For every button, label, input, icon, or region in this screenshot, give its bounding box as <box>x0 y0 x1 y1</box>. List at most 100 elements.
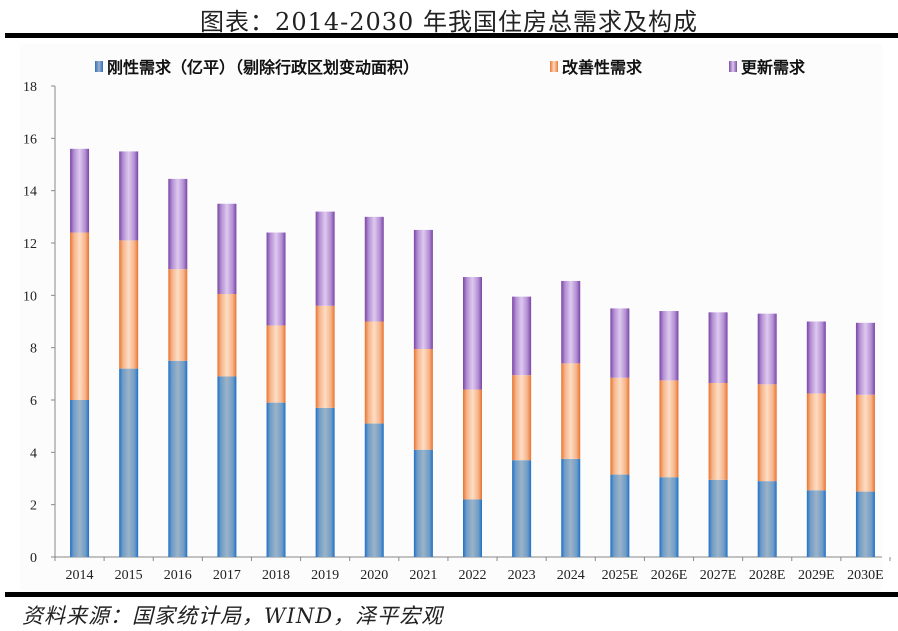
x-tick-label: 2029E <box>798 568 835 583</box>
x-tick-label: 2023 <box>508 568 536 583</box>
x-tick-label: 2024 <box>557 568 585 583</box>
legend-swatch-rigid <box>95 60 103 72</box>
x-tick-label: 2030E <box>847 568 884 583</box>
bar-segment-improve <box>70 232 90 400</box>
bar-stack <box>806 321 826 557</box>
bar-segment-improve <box>561 363 581 459</box>
x-tick-label: 2016 <box>164 568 192 583</box>
bar-segment-rigid <box>364 423 384 557</box>
bar-segment-rigid <box>855 491 875 557</box>
bar-segment-rigid <box>757 481 777 557</box>
x-tick-label: 2026E <box>651 568 688 583</box>
bar-stack <box>217 203 237 557</box>
bar-segment-improve <box>708 382 728 480</box>
y-tick-label: 10 <box>23 289 37 304</box>
bar-segment-renew <box>561 280 581 364</box>
bar-segment-improve <box>413 348 433 450</box>
bar-segment-rigid <box>708 479 728 557</box>
bar-segment-renew <box>70 148 90 233</box>
legend-swatch-improve <box>550 60 558 72</box>
bar-segment-renew <box>757 313 777 385</box>
x-tick-label: 2020 <box>360 568 388 583</box>
bars <box>70 148 875 557</box>
bar-segment-renew <box>266 232 286 326</box>
bar-stack <box>561 280 581 557</box>
bar-stack <box>855 322 875 557</box>
x-tick-label: 2028E <box>749 568 786 583</box>
bar-segment-improve <box>168 269 188 361</box>
bar-segment-rigid <box>561 458 581 557</box>
legend-label-improve: 改善性需求 <box>562 58 643 77</box>
bar-stack <box>512 296 532 557</box>
bar-segment-renew <box>315 211 335 306</box>
x-tick-label: 2014 <box>66 568 94 583</box>
x-tick-label: 2027E <box>700 568 737 583</box>
bar-segment-renew <box>463 277 482 390</box>
y-tick-label: 16 <box>23 132 37 147</box>
x-tick-label: 2022 <box>459 568 487 583</box>
bar-segment-renew <box>855 322 875 395</box>
bar-segment-improve <box>855 394 875 492</box>
y-tick-label: 0 <box>30 551 37 566</box>
bar-segment-rigid <box>70 400 90 557</box>
bar-stack <box>266 232 286 557</box>
bar-segment-rigid <box>610 474 630 557</box>
bar-segment-renew <box>708 312 728 383</box>
bar-segment-rigid <box>659 477 679 557</box>
chart-panel <box>20 44 882 590</box>
y-tick-label: 8 <box>30 342 37 357</box>
bar-segment-improve <box>806 393 826 491</box>
bar-segment-improve <box>315 305 335 408</box>
x-tick-label: 2021 <box>409 568 437 583</box>
legend-item-improve: 改善性需求 <box>550 55 642 77</box>
bar-segment-rigid <box>119 368 139 557</box>
source-note: 资料来源：国家统计局，WIND，泽平宏观 <box>22 604 444 628</box>
y-tick-label: 18 <box>23 80 37 95</box>
x-tick-label: 2018 <box>262 568 290 583</box>
bar-stack <box>315 211 335 557</box>
bar-stack <box>463 277 482 557</box>
legend-label-rigid: 刚性需求（亿平）（剔除行政区划变动面积） <box>107 58 420 77</box>
legend-item-rigid: 刚性需求（亿平）（剔除行政区划变动面积） <box>95 55 419 77</box>
x-tick-label: 2015 <box>115 568 143 583</box>
bar-segment-improve <box>512 375 532 461</box>
bar-segment-improve <box>364 321 384 424</box>
y-tick-label: 4 <box>30 446 37 461</box>
bar-segment-renew <box>364 216 384 322</box>
bar-segment-improve <box>266 325 286 403</box>
x-tick-label: 2025E <box>602 568 639 583</box>
bar-segment-rigid <box>266 402 286 557</box>
bar-segment-renew <box>168 178 188 270</box>
bar-segment-renew <box>659 311 679 381</box>
bar-segment-improve <box>217 294 237 377</box>
legend-swatch-renew <box>729 60 737 72</box>
bar-segment-renew <box>512 296 532 376</box>
bar-segment-renew <box>413 229 433 349</box>
bar-segment-rigid <box>217 376 237 557</box>
bar-stack <box>659 311 679 557</box>
bar-segment-rigid <box>168 360 188 557</box>
bar-segment-rigid <box>512 460 532 557</box>
chart-title: 图表：2014-2030 年我国住房总需求及构成 <box>200 8 698 36</box>
bar-segment-rigid <box>463 499 482 557</box>
legend-label-renew: 更新需求 <box>741 58 806 77</box>
y-tick-label: 6 <box>30 394 37 409</box>
bar-segment-renew <box>119 151 139 241</box>
bar-segment-rigid <box>806 490 826 557</box>
bar-stack <box>413 229 433 557</box>
bar-stack <box>364 216 384 557</box>
x-tick-label: 2017 <box>213 568 241 583</box>
y-tick-label: 12 <box>23 237 37 252</box>
bar-segment-renew <box>806 321 826 394</box>
bar-segment-renew <box>217 203 237 295</box>
bar-segment-improve <box>119 240 139 369</box>
bottom-rule-divider <box>5 592 898 597</box>
bar-stack <box>119 151 139 557</box>
bar-stack <box>757 313 777 557</box>
bar-segment-rigid <box>315 407 335 557</box>
y-tick-label: 2 <box>30 499 37 514</box>
bar-segment-renew <box>610 308 630 378</box>
bar-segment-rigid <box>413 449 433 557</box>
bar-segment-improve <box>659 380 679 478</box>
